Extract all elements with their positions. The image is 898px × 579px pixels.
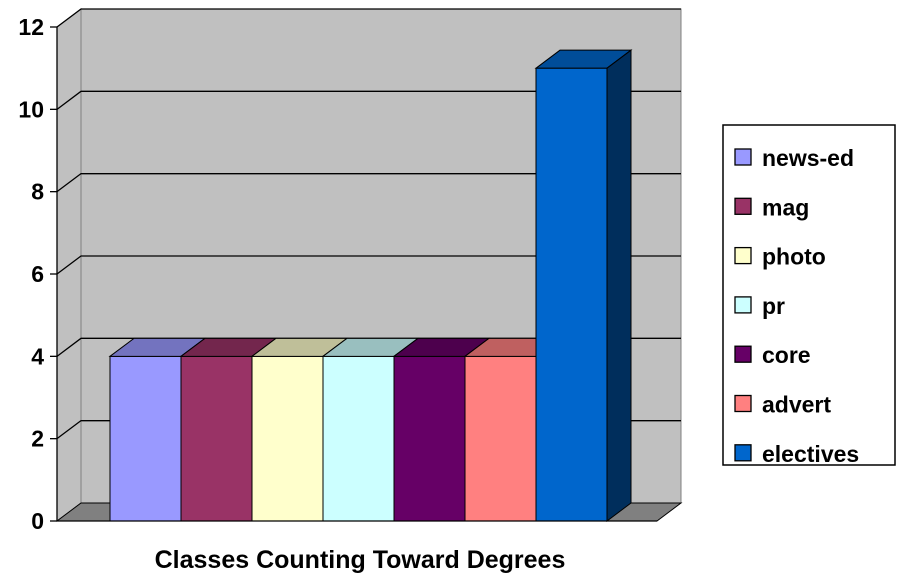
- gridline: [56, 173, 681, 193]
- bar-front: [535, 67, 608, 522]
- y-tick-label: 0: [31, 508, 44, 534]
- y-tick-label: 2: [31, 426, 44, 452]
- legend-swatch: [734, 345, 752, 363]
- legend-swatch: [734, 197, 752, 215]
- gridlines: [56, 8, 681, 440]
- bar-front: [464, 355, 537, 522]
- legend-box: [722, 124, 896, 466]
- bar-side: [606, 49, 632, 522]
- bar-electives: [534, 49, 633, 522]
- bars: [108, 49, 633, 522]
- bar-pr: [321, 337, 420, 522]
- gridline: [56, 90, 681, 110]
- legend-swatch: [734, 148, 752, 166]
- legend-label: advert: [762, 392, 831, 418]
- y-tick-label: 10: [18, 96, 44, 122]
- bar-front: [322, 355, 395, 522]
- legend-label: pr: [762, 293, 785, 319]
- y-tick-label: 8: [31, 179, 44, 205]
- legend-label: core: [762, 342, 811, 368]
- gridline: [56, 255, 681, 275]
- bar-core: [392, 337, 491, 522]
- x-axis-label: Classes Counting Toward Degrees: [155, 546, 566, 574]
- legend-label: photo: [762, 244, 826, 270]
- legend-swatch: [734, 296, 752, 314]
- y-tick-label: 6: [31, 261, 44, 287]
- legend: news-ed mag photo pr core advert electives: [722, 124, 896, 467]
- legend-swatch: [734, 246, 752, 265]
- bar-advert: [463, 337, 562, 522]
- bar-front: [393, 355, 466, 522]
- bar-photo: [250, 337, 349, 522]
- bar-mag: [179, 337, 278, 522]
- y-tick-label: 4: [31, 343, 44, 369]
- gridline: [56, 8, 681, 28]
- bar-news-ed: [108, 337, 207, 522]
- y-tick-label: 12: [18, 14, 44, 40]
- legend-label: electives: [762, 441, 859, 467]
- y-axis: 0 2 4 6 8 10 12: [18, 14, 657, 534]
- legend-swatch: [734, 444, 752, 462]
- bar-front: [109, 355, 182, 522]
- legend-label: mag: [762, 194, 809, 220]
- legend-swatch: [734, 394, 752, 413]
- legend-label: news-ed: [762, 145, 854, 171]
- bar-front: [180, 355, 253, 522]
- bar-front: [251, 355, 324, 522]
